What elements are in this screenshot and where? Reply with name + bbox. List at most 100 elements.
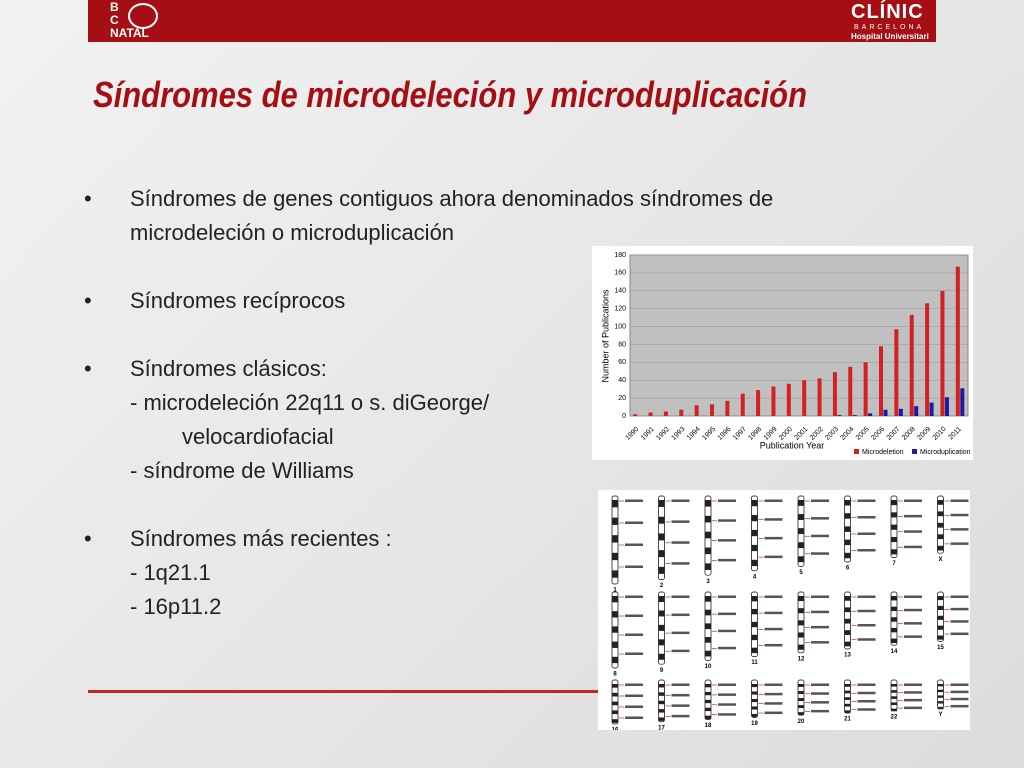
chromosome-band [705,691,711,696]
chromosome-band [798,705,804,709]
y-tick-label: 40 [618,377,626,384]
annotation-text [857,638,876,641]
chromosome-band [798,542,804,549]
annotation-text [950,683,969,686]
annotation-text [904,698,922,702]
chromosome-band [937,522,944,528]
chromosome-band [798,698,804,702]
annotation-text [718,629,736,633]
bar [848,366,853,416]
bar [740,393,745,416]
annotation-text [857,516,876,519]
annotation-text [950,690,969,694]
annotation-text [811,610,829,614]
annotation-text [950,704,969,708]
bullet-text: - microdeleción 22q11 o s. diGeorge/ [130,390,490,415]
bar [898,408,903,416]
bar [879,346,883,416]
annotation-text [811,692,829,695]
chromosome-band [844,690,851,694]
chromosome-band [844,552,851,559]
bar [914,406,919,416]
annotation-text [811,595,829,598]
chromosome-band [612,596,618,603]
chromosome-band [891,549,897,555]
annotation-text [718,612,736,616]
y-tick-label: 60 [618,359,626,366]
annotation-text [857,691,876,695]
bullet-text: - 1q21.1 [130,560,211,585]
annotation-text [718,693,736,696]
chromosome-band [612,656,618,664]
chromosome-band [705,531,711,539]
annotation-text [671,649,690,653]
chromosome-band [937,625,944,630]
annotation-text [764,692,783,696]
annotation-text [764,683,783,686]
bar [633,414,638,416]
chromosome-band [751,544,758,552]
chromosome-band [658,566,665,574]
annotation-text [625,595,643,598]
chromosome-band [751,647,758,654]
chromosome-label: 12 [798,656,805,662]
chromosome-band [844,641,851,647]
annotation-text [625,521,643,524]
annotation-text [857,609,876,613]
annotation-text [857,683,876,686]
annotation-text [857,700,876,703]
annotation-text [718,499,736,502]
chromosome-label: 1 [613,588,617,594]
bar [756,390,761,416]
chromosome-band [937,695,944,698]
chromosome-band [705,515,711,523]
annotation-text [718,683,736,686]
chromosome-band [798,556,804,563]
chromosome-band [658,639,665,646]
annotation-text [671,631,690,635]
chromosome-band [612,710,618,715]
chromosome-band [844,596,851,601]
chromosome-label: 14 [891,649,898,655]
chromosome-band [937,635,944,640]
bullet: • Síndromes recíprocos [84,284,345,318]
annotation-text [764,595,783,598]
bullet: • Síndromes clásicos: - microdeleción 22… [84,352,489,488]
chromosome-label: 8 [613,672,617,678]
bar [837,415,842,416]
chromosome-band [751,634,758,641]
chromosome-band [612,641,618,648]
logo-text: B [110,0,119,14]
chromosome-band [705,715,711,719]
chromosome-band [658,550,665,558]
annotation-text [811,534,829,538]
chromosome-band [751,559,758,567]
annotation-text [904,595,922,598]
chromosome-band [751,596,758,602]
y-tick-label: 20 [618,395,626,402]
chromosome-band [658,500,665,507]
chromosome-label: 5 [799,570,803,576]
annotation-text [718,646,736,650]
chromosome-label: 7 [892,561,896,567]
bar [894,329,899,416]
annotation-text [671,714,690,718]
chromosome-label: 2 [660,583,664,589]
bullet-text: - 16p11.2 [130,594,222,619]
chromosome-band [658,692,665,696]
chromosome-label: 4 [753,574,757,580]
divider [88,690,608,693]
chromosome-label: 21 [844,717,851,723]
legend-swatch [912,449,917,454]
annotation-text [950,595,969,598]
annotation-text [671,499,690,502]
chromosome-band [751,529,758,537]
chromosome-band [705,650,711,657]
chromosome-band [891,617,897,622]
bar [909,314,914,416]
annotation-text [718,558,736,562]
y-tick-label: 120 [614,306,626,313]
annotation-text [904,635,922,638]
header-band: B C NATAL CLÍNIC BARCELONA Hospital Univ… [88,0,936,42]
